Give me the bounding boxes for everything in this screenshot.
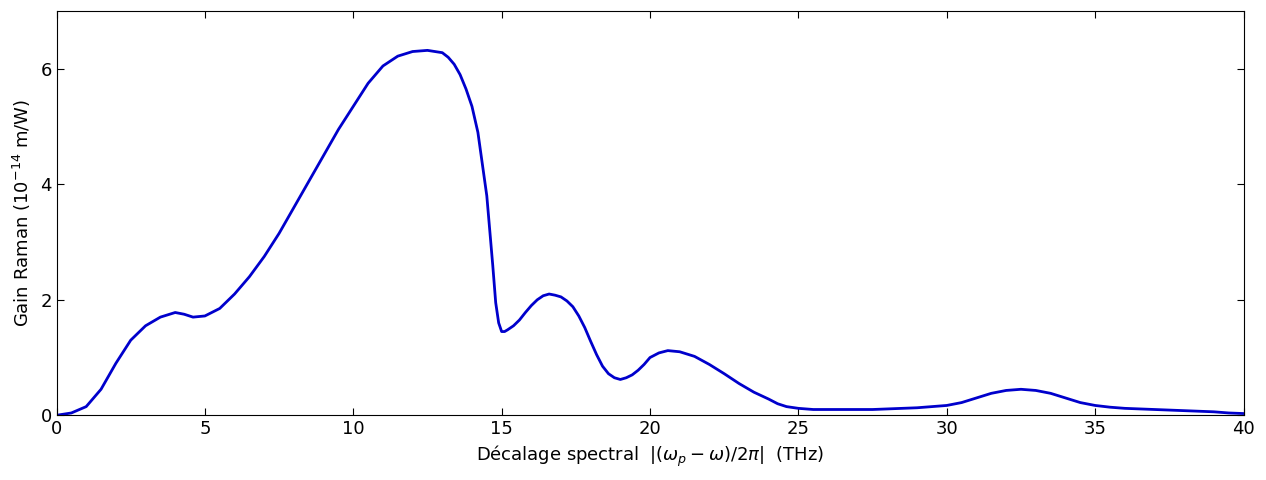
Y-axis label: Gain Raman (10$^{-14}$ m/W): Gain Raman (10$^{-14}$ m/W) (11, 99, 33, 327)
X-axis label: Décalage spectral  $|(\omega_p-\omega)/2\pi|$  (THz): Décalage spectral $|(\omega_p-\omega)/2\… (476, 444, 824, 469)
